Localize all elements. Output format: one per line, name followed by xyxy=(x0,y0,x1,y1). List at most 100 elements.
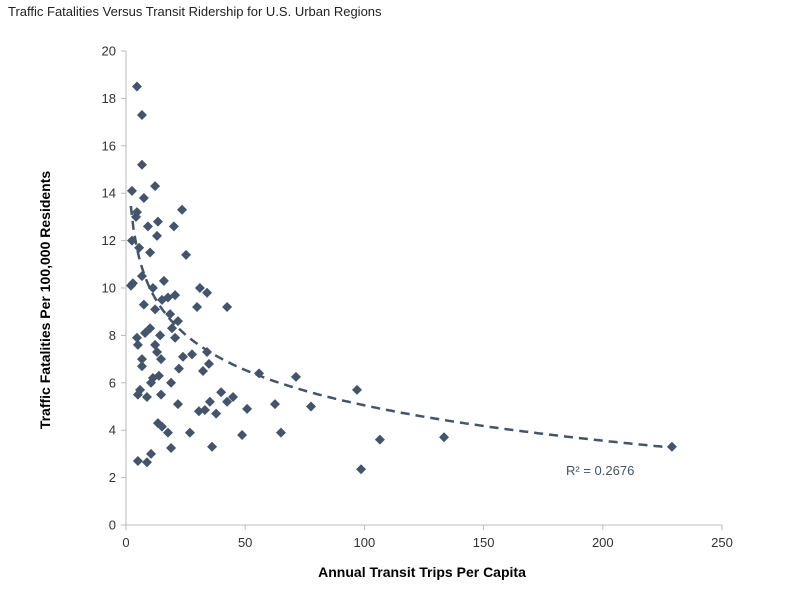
data-point xyxy=(132,339,143,350)
data-point xyxy=(170,290,181,301)
y-tick-label: 12 xyxy=(102,233,116,248)
data-point xyxy=(374,434,385,445)
data-point xyxy=(439,432,450,443)
data-point xyxy=(131,81,142,92)
data-point xyxy=(167,323,178,334)
data-point xyxy=(156,389,167,400)
data-point xyxy=(177,351,188,362)
data-point xyxy=(203,358,214,369)
data-point xyxy=(216,387,227,398)
data-point xyxy=(170,332,181,343)
x-tick-label: 200 xyxy=(592,535,614,550)
data-point xyxy=(131,332,142,343)
data-point xyxy=(132,456,143,467)
data-point xyxy=(177,204,188,215)
data-point xyxy=(152,216,163,227)
data-point xyxy=(146,448,157,459)
data-point xyxy=(199,405,210,416)
y-tick-label: 0 xyxy=(109,518,116,533)
data-point xyxy=(146,377,157,388)
data-point xyxy=(184,427,195,438)
y-axis-label: Traffic Fatalities Per 100,000 Residents xyxy=(37,171,53,430)
data-point xyxy=(140,328,151,339)
data-point xyxy=(136,159,147,170)
data-point xyxy=(158,275,169,286)
data-point xyxy=(151,230,162,241)
trendline xyxy=(129,205,670,449)
data-point xyxy=(198,365,209,376)
data-point xyxy=(138,299,149,310)
r-squared-label: R² = 0.2676 xyxy=(566,463,634,478)
data-point xyxy=(126,235,137,246)
data-point xyxy=(172,316,183,327)
y-tick-label: 18 xyxy=(102,91,116,106)
data-point xyxy=(150,304,161,315)
data-point xyxy=(222,396,233,407)
data-point xyxy=(305,401,316,412)
data-point xyxy=(181,249,192,260)
data-point xyxy=(356,464,367,475)
data-point xyxy=(166,442,177,453)
x-axis-label: Annual Transit Trips Per Capita xyxy=(318,564,526,580)
data-point xyxy=(150,181,161,192)
data-point xyxy=(228,392,239,403)
data-point xyxy=(254,368,265,379)
data-point xyxy=(141,457,152,468)
data-point xyxy=(166,377,177,388)
data-point xyxy=(270,399,280,410)
data-point xyxy=(352,384,363,395)
x-tick-label: 100 xyxy=(354,535,376,550)
data-point xyxy=(187,349,198,360)
data-point xyxy=(156,354,167,365)
y-tick-label: 16 xyxy=(102,138,116,153)
data-point xyxy=(127,278,138,289)
data-point xyxy=(155,330,166,341)
y-tick-label: 8 xyxy=(109,328,116,343)
y-tick-label: 6 xyxy=(109,375,116,390)
data-point xyxy=(134,242,145,253)
data-point xyxy=(136,354,147,365)
data-point xyxy=(136,109,147,120)
x-tick-label: 250 xyxy=(711,535,733,550)
data-point xyxy=(156,421,167,432)
x-tick-label: 0 xyxy=(122,535,129,550)
y-tick-label: 20 xyxy=(102,44,116,59)
data-point xyxy=(153,370,164,381)
data-point xyxy=(138,192,149,203)
y-tick-label: 2 xyxy=(109,470,116,485)
data-point xyxy=(207,441,218,452)
data-point xyxy=(192,301,203,312)
data-point xyxy=(151,346,162,357)
x-tick-label: 150 xyxy=(473,535,495,550)
data-point xyxy=(237,429,248,440)
data-point xyxy=(172,399,183,410)
data-point xyxy=(165,309,176,320)
data-point xyxy=(141,392,152,403)
y-tick-label: 4 xyxy=(109,423,116,438)
data-point xyxy=(204,396,215,407)
data-point xyxy=(147,283,158,293)
data-point xyxy=(275,427,286,438)
data-point xyxy=(145,247,156,258)
data-point xyxy=(126,185,137,196)
data-point xyxy=(222,301,233,312)
data-point xyxy=(202,287,213,298)
data-point xyxy=(242,403,253,414)
chart-title: Traffic Fatalities Versus Transit Riders… xyxy=(8,4,382,19)
data-point xyxy=(211,408,222,419)
y-tick-label: 10 xyxy=(102,281,116,296)
data-point xyxy=(136,361,147,372)
data-point xyxy=(150,339,161,350)
data-point xyxy=(132,389,143,400)
y-tick-label: 14 xyxy=(102,186,116,201)
data-point xyxy=(131,211,142,222)
data-point xyxy=(162,427,173,438)
data-point xyxy=(173,363,184,374)
data-point xyxy=(168,221,179,232)
data-point xyxy=(202,346,213,357)
x-tick-label: 50 xyxy=(238,535,252,550)
data-point xyxy=(290,371,301,382)
data-point xyxy=(666,441,677,452)
data-point xyxy=(136,271,147,282)
